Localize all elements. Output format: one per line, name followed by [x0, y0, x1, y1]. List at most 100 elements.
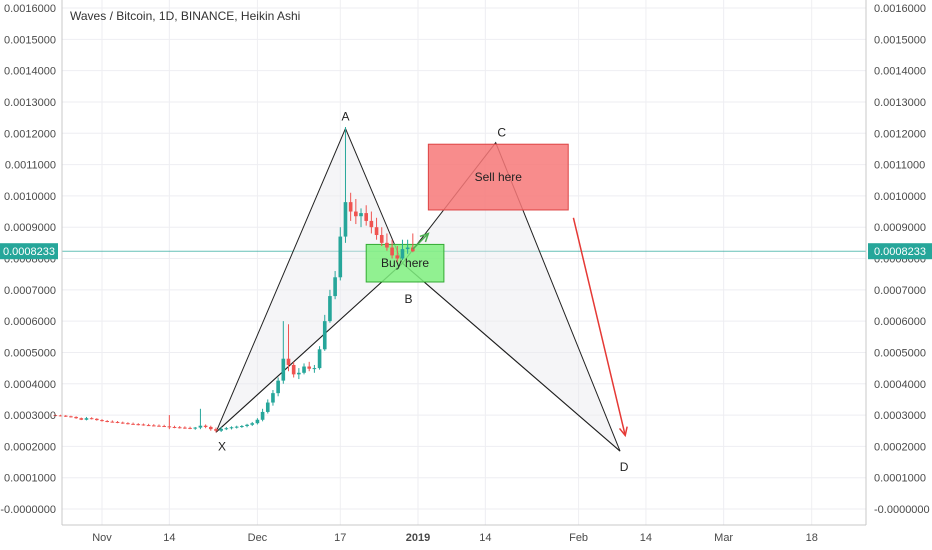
point-label-c: C — [497, 126, 506, 140]
candle-body — [188, 427, 192, 429]
arrow-line — [572, 217, 626, 436]
y-tick-label-left: 0.0002000 — [4, 441, 56, 453]
arrow-head — [419, 232, 430, 243]
candle-body — [89, 418, 94, 420]
candle-body — [307, 366, 312, 369]
arrow-head — [618, 426, 628, 438]
x-tick-label: 14 — [163, 532, 175, 544]
candle-body — [411, 247, 415, 252]
y-tick-label-right: 0.0003000 — [874, 410, 926, 422]
candle-body — [151, 425, 156, 427]
y-tick-label-left: 0.0007000 — [4, 285, 56, 297]
y-tick-label-right: 0.0004000 — [874, 379, 926, 391]
candle-body — [328, 296, 332, 322]
candle-body — [374, 227, 379, 236]
candle-body — [312, 368, 317, 370]
candle-body — [240, 426, 244, 428]
y-tick-label-left: 0.0005000 — [4, 347, 56, 359]
candle-body — [260, 411, 265, 420]
candle-body — [120, 422, 125, 424]
candle-body — [255, 419, 260, 424]
pattern-line-bd — [402, 262, 621, 452]
candle-body — [136, 424, 141, 426]
price-tag-left — [0, 243, 58, 260]
y-tick-label-right: -0.0000000 — [874, 504, 930, 516]
y-tick-label-left: 0.0014000 — [4, 66, 56, 78]
arrow-line — [412, 232, 429, 250]
candle-body — [395, 255, 400, 259]
candle-body — [63, 415, 68, 417]
candle-body — [322, 321, 327, 350]
y-tick-label-left: 0.0001000 — [4, 473, 56, 485]
candle-body — [338, 236, 343, 278]
candle-body — [379, 235, 384, 243]
x-tick-label: 14 — [640, 532, 652, 544]
candle-body — [100, 420, 104, 422]
y-tick-label-left: 0.0010000 — [4, 191, 56, 203]
candle-body — [110, 421, 115, 423]
candle-body — [105, 421, 109, 423]
candle-body — [84, 418, 89, 420]
candle-body — [74, 416, 78, 419]
x-tick-label: Mar — [714, 532, 733, 544]
y-tick-label-left: 0.0015000 — [4, 34, 56, 46]
price-tag-right-label: 0.0008233 — [874, 246, 926, 258]
candle-body — [333, 277, 337, 297]
candle-body — [359, 213, 363, 217]
point-label-d: D — [620, 460, 629, 474]
price-tag-left-label: 0.0008233 — [3, 246, 55, 258]
candle-body — [348, 202, 353, 212]
candle-body — [69, 416, 73, 418]
candle-body — [369, 220, 374, 228]
point-label-x: X — [218, 439, 226, 453]
candle-body — [167, 426, 172, 428]
chart-title: Waves / Bitcoin, 1D, BINANCE, Heikin Ash… — [70, 9, 300, 23]
candle-body — [208, 426, 213, 430]
candle-body — [291, 364, 296, 375]
candle-body — [234, 426, 239, 428]
x-tick-label: 17 — [334, 532, 346, 544]
candle-body — [385, 242, 389, 248]
x-tick-label: Feb — [569, 532, 588, 544]
pattern-line-xb — [215, 262, 403, 433]
y-tick-label-right: 0.0002000 — [874, 441, 926, 453]
sell-zone-label: Sell here — [475, 170, 523, 184]
y-tick-label-left: 0.0012000 — [4, 128, 56, 140]
candle-body — [58, 415, 63, 417]
candle-body — [302, 366, 306, 373]
candle-body — [79, 418, 84, 420]
candle-body — [229, 427, 234, 429]
candle-body — [271, 393, 275, 403]
candle-body — [265, 402, 270, 412]
trade-zones: Sell here Buy here — [365, 143, 569, 283]
y-tick-label-right: 0.0005000 — [874, 347, 926, 359]
y-tick-label-left: 0.0011000 — [5, 160, 56, 172]
x-tick-label: 2019 — [406, 532, 430, 544]
pattern-point-labels: X A B C D — [218, 110, 629, 475]
candle-body — [53, 415, 58, 417]
y-tick-label-right: 0.0010000 — [874, 191, 926, 203]
candle-body — [183, 427, 187, 429]
candle-body — [203, 425, 208, 427]
y-tick-label-left: 0.0004000 — [4, 379, 56, 391]
candle-body — [126, 423, 130, 425]
candle-body — [390, 247, 394, 256]
candle-body — [177, 427, 182, 429]
candlestick-series — [53, 126, 415, 433]
y-tick-label-right: 0.0006000 — [874, 316, 926, 328]
x-tick-label: 14 — [479, 532, 491, 544]
y-tick-label-right: 0.0009000 — [874, 222, 926, 234]
candle-body — [141, 424, 146, 426]
y-tick-label-left: -0.0000000 — [0, 504, 56, 516]
candle-body — [400, 249, 405, 259]
y-tick-label-left: 0.0003000 — [4, 410, 56, 422]
candle-body — [317, 349, 322, 369]
y-tick-label-right: 0.0012000 — [874, 128, 926, 140]
y-tick-label-right: 0.0013000 — [874, 97, 926, 109]
point-label-a: A — [341, 110, 349, 124]
candle-body — [276, 380, 280, 394]
x-tick-label: 18 — [806, 532, 818, 544]
price-tag-right — [868, 243, 932, 260]
candle-body — [172, 426, 177, 428]
